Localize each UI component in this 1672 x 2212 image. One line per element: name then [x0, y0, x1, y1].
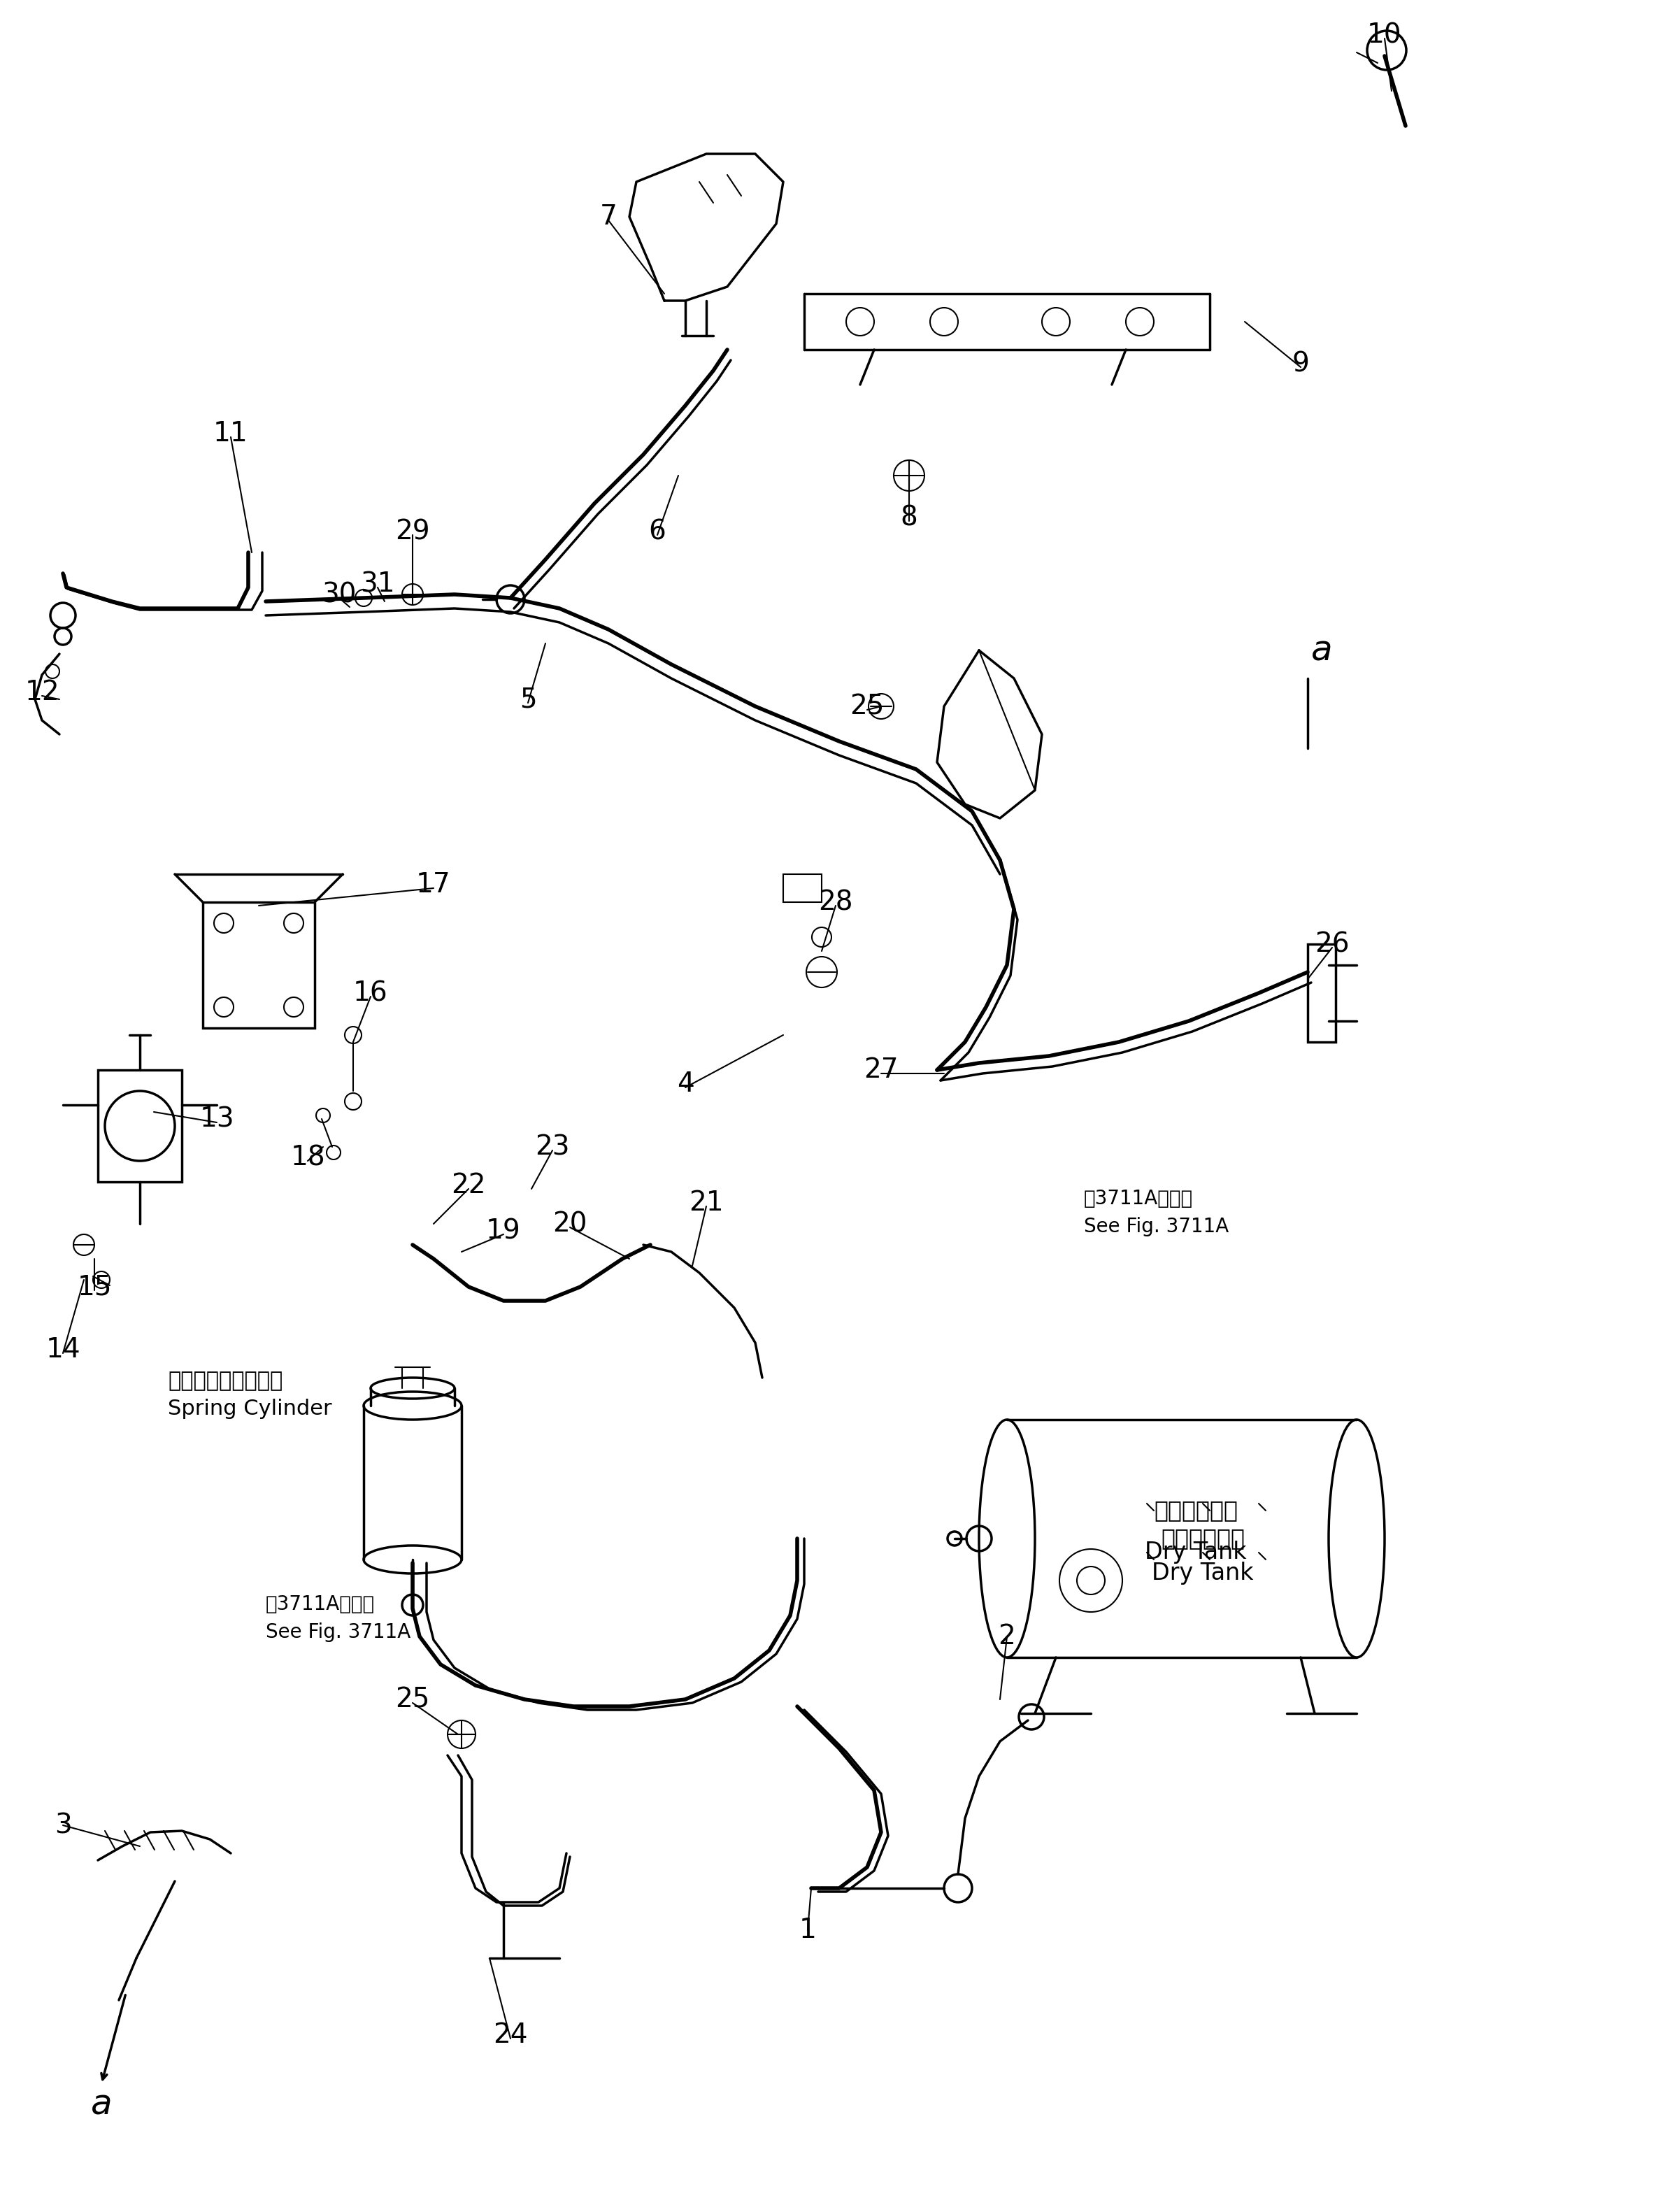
Bar — [782, 874, 821, 902]
Text: 10: 10 — [1368, 22, 1401, 49]
Text: 5: 5 — [520, 686, 537, 712]
Text: See Fig. 3711A: See Fig. 3711A — [266, 1621, 411, 1641]
Text: 30: 30 — [321, 582, 356, 608]
Text: 13: 13 — [199, 1106, 234, 1133]
Text: 14: 14 — [45, 1336, 80, 1363]
Text: 7: 7 — [600, 204, 617, 230]
Text: 3: 3 — [54, 1812, 72, 1838]
Text: Dry Tank: Dry Tank — [1145, 1542, 1247, 1564]
Text: 25: 25 — [395, 1686, 430, 1712]
Text: 28: 28 — [818, 889, 853, 916]
Text: ドライタンク: ドライタンク — [1154, 1500, 1237, 1522]
Text: 1: 1 — [799, 1918, 816, 1944]
Text: 16: 16 — [353, 980, 388, 1006]
Text: 23: 23 — [535, 1133, 570, 1161]
Text: a: a — [1311, 633, 1333, 668]
Text: 19: 19 — [487, 1217, 522, 1243]
Text: 4: 4 — [677, 1071, 694, 1097]
Text: 21: 21 — [689, 1190, 724, 1217]
Text: 第3711A図参照: 第3711A図参照 — [266, 1595, 375, 1615]
Text: 9: 9 — [1292, 349, 1309, 376]
Bar — [99, 1071, 182, 1181]
Text: 25: 25 — [849, 692, 884, 719]
Text: 12: 12 — [25, 679, 59, 706]
Bar — [202, 902, 314, 1029]
Text: See Fig. 3711A: See Fig. 3711A — [1083, 1217, 1229, 1237]
Text: 17: 17 — [416, 872, 451, 898]
Text: 2: 2 — [998, 1624, 1015, 1650]
Text: Dry Tank: Dry Tank — [1152, 1562, 1254, 1586]
Text: 第3711A図参照: 第3711A図参照 — [1083, 1188, 1194, 1208]
Text: 8: 8 — [901, 504, 918, 531]
Text: 6: 6 — [649, 518, 665, 544]
Text: スプリングシリンダ: スプリングシリンダ — [167, 1371, 283, 1391]
Text: 15: 15 — [77, 1274, 112, 1301]
Text: 26: 26 — [1314, 931, 1349, 958]
Text: 27: 27 — [864, 1057, 898, 1084]
Text: a: a — [90, 2088, 112, 2121]
Text: Spring Cylinder: Spring Cylinder — [167, 1398, 333, 1418]
Text: 18: 18 — [291, 1144, 324, 1170]
Text: 29: 29 — [395, 518, 430, 544]
Text: ドライタンク: ドライタンク — [1160, 1526, 1244, 1551]
Text: 31: 31 — [359, 571, 395, 597]
Text: 22: 22 — [451, 1172, 487, 1199]
Text: 24: 24 — [493, 2022, 528, 2048]
Text: 11: 11 — [214, 420, 247, 447]
Text: 20: 20 — [553, 1210, 587, 1237]
Bar — [1308, 945, 1336, 1042]
